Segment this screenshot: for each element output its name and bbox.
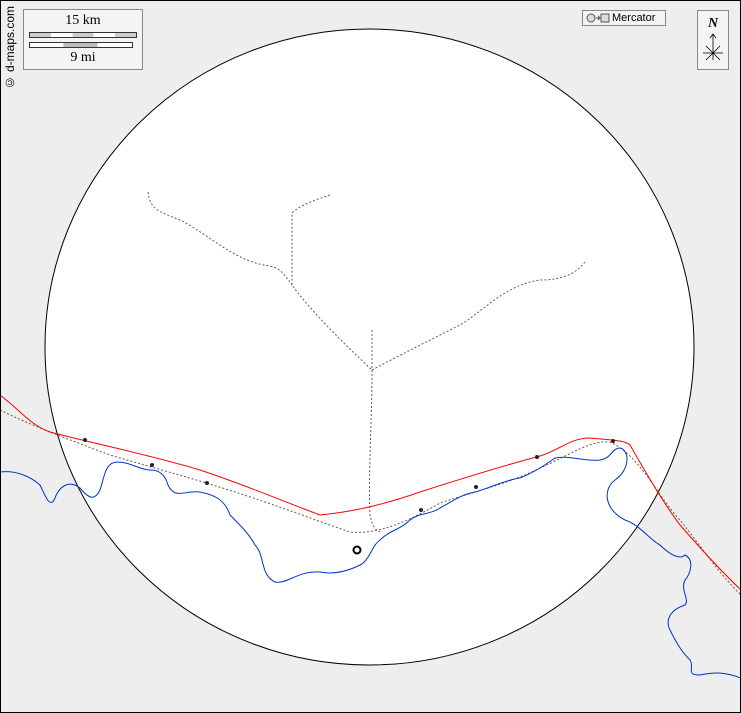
town-dot — [535, 455, 539, 459]
road — [0, 394, 741, 591]
scale-km-label: 15 km — [65, 13, 101, 28]
north-label: N — [707, 16, 719, 31]
north-indicator: N — [697, 10, 729, 70]
town-dot — [611, 439, 615, 443]
river — [0, 447, 741, 679]
circle-to-square-icon — [586, 13, 610, 23]
track-branch-top — [291, 194, 373, 371]
scale-mi-label: 9 mi — [70, 50, 96, 65]
projection-label: Mercator — [612, 12, 656, 24]
towns — [83, 438, 615, 512]
map-area-circle — [44, 28, 695, 666]
track-branch-left — [147, 191, 293, 286]
town-dot — [83, 438, 87, 442]
compass-arrow-icon — [703, 33, 723, 61]
town-dot — [474, 485, 478, 489]
center-marker-icon — [352, 545, 362, 555]
projection-badge: Mercator — [582, 10, 666, 26]
town-dot — [150, 463, 154, 467]
scale-bar: 15 km 9 mi — [23, 9, 143, 70]
track-branch-right — [371, 261, 586, 371]
scale-mi-bar — [29, 42, 133, 48]
scale-km-bar — [29, 32, 137, 38]
town-dot — [419, 508, 423, 512]
credit-label: © d-maps.com — [3, 6, 17, 90]
town-dot — [205, 481, 209, 485]
